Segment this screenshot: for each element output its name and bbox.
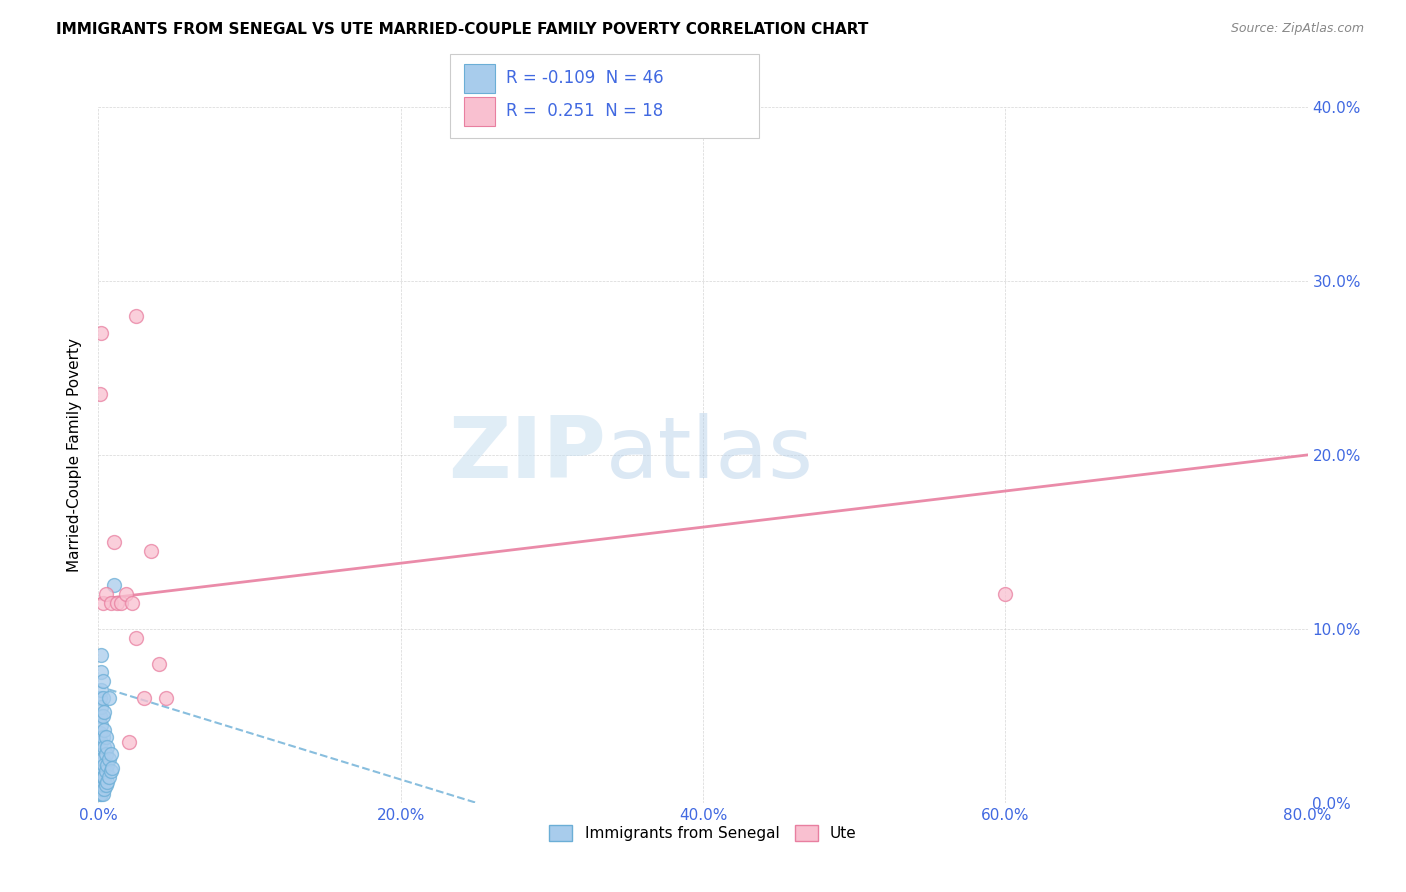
Point bbox=[89, 387, 111, 401]
Point bbox=[96, 740, 118, 755]
Legend: Immigrants from Senegal, Ute: Immigrants from Senegal, Ute bbox=[543, 819, 863, 847]
Point bbox=[91, 596, 114, 610]
Point bbox=[155, 691, 177, 706]
Point bbox=[93, 757, 115, 772]
Point bbox=[94, 730, 117, 744]
Point bbox=[103, 578, 125, 592]
Point bbox=[118, 735, 141, 749]
Point bbox=[90, 752, 112, 766]
Point bbox=[93, 740, 115, 755]
Point bbox=[91, 770, 114, 784]
Point bbox=[89, 761, 111, 775]
Point bbox=[98, 752, 121, 766]
Point bbox=[100, 764, 122, 779]
Point bbox=[110, 596, 132, 610]
Point bbox=[125, 309, 148, 323]
Point bbox=[90, 682, 112, 697]
Point bbox=[91, 708, 114, 723]
Point bbox=[90, 781, 112, 796]
Point bbox=[994, 587, 1017, 601]
Point bbox=[90, 775, 112, 789]
Point bbox=[100, 596, 122, 610]
Point bbox=[93, 770, 115, 784]
Point bbox=[91, 691, 114, 706]
Point bbox=[93, 706, 115, 720]
Text: R = -0.109  N = 46: R = -0.109 N = 46 bbox=[506, 70, 664, 87]
Point bbox=[89, 744, 111, 758]
Point bbox=[89, 787, 111, 801]
Point bbox=[93, 723, 115, 737]
Point bbox=[132, 691, 155, 706]
Point bbox=[91, 778, 114, 793]
Point bbox=[90, 735, 112, 749]
Point bbox=[114, 587, 136, 601]
Point bbox=[121, 596, 143, 610]
Point bbox=[89, 778, 111, 793]
Point bbox=[93, 781, 115, 796]
Point bbox=[141, 543, 163, 558]
Point bbox=[101, 761, 124, 775]
Text: Source: ZipAtlas.com: Source: ZipAtlas.com bbox=[1230, 22, 1364, 36]
Point bbox=[90, 665, 112, 680]
Point bbox=[94, 778, 117, 793]
Point bbox=[98, 691, 121, 706]
Point bbox=[125, 631, 148, 645]
Point bbox=[94, 764, 117, 779]
Point bbox=[90, 648, 112, 662]
Point bbox=[90, 700, 112, 714]
Point bbox=[91, 752, 114, 766]
Text: R =  0.251  N = 18: R = 0.251 N = 18 bbox=[506, 103, 664, 120]
Point bbox=[100, 747, 122, 761]
Point bbox=[91, 730, 114, 744]
Text: atlas: atlas bbox=[606, 413, 814, 497]
Point bbox=[148, 657, 170, 671]
Point bbox=[90, 787, 112, 801]
Point bbox=[103, 534, 125, 549]
Point bbox=[96, 757, 118, 772]
Point bbox=[98, 770, 121, 784]
Point bbox=[89, 691, 111, 706]
Text: ZIP: ZIP bbox=[449, 413, 606, 497]
Y-axis label: Married-Couple Family Poverty: Married-Couple Family Poverty bbox=[67, 338, 83, 572]
Point bbox=[89, 708, 111, 723]
Point bbox=[89, 726, 111, 740]
Point bbox=[91, 674, 114, 689]
Point bbox=[91, 787, 114, 801]
Point bbox=[94, 747, 117, 761]
Point bbox=[105, 596, 128, 610]
Point bbox=[90, 326, 112, 340]
Point bbox=[90, 717, 112, 731]
Point bbox=[96, 775, 118, 789]
Point bbox=[90, 764, 112, 779]
Text: IMMIGRANTS FROM SENEGAL VS UTE MARRIED-COUPLE FAMILY POVERTY CORRELATION CHART: IMMIGRANTS FROM SENEGAL VS UTE MARRIED-C… bbox=[56, 22, 869, 37]
Point bbox=[94, 587, 117, 601]
